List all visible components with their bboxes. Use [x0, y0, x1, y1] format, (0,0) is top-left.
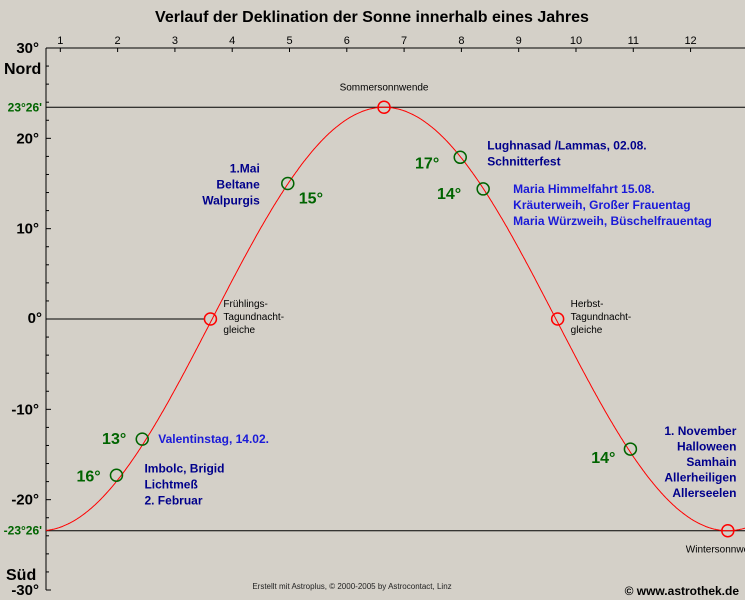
event-label-line: gleiche — [223, 325, 255, 336]
declination-curve — [45, 106, 745, 532]
event-label-line: Halloween — [677, 440, 736, 454]
degree-label: 14° — [591, 450, 615, 467]
degree-label: 13° — [102, 431, 126, 448]
y-tick-label: 30° — [16, 40, 39, 57]
x-tick-label: 11 — [628, 35, 639, 47]
x-tick-label: 10 — [570, 35, 582, 47]
x-ticks: 1 2 3 4 5 6 7 8 9 10 11 12 — [57, 35, 697, 52]
event-marker — [453, 150, 467, 165]
y-tick-label: 20° — [16, 130, 39, 147]
event-label-line: Maria Würzweih, Büschelfrauentag — [513, 214, 712, 228]
event-label-line: Imbolc, Brigid — [144, 461, 224, 475]
copyright-text: © www.astrothek.de — [625, 584, 740, 598]
credit-text: Erstellt mit Astroplus, © 2000-2005 by A… — [252, 582, 451, 591]
x-tick-label: 4 — [229, 35, 235, 47]
reference-lines: 23°26' 0° -23°26' — [4, 100, 745, 538]
event-markers — [109, 100, 735, 538]
y-ticks: 30° 20° 10° -10° -20° -30° — [11, 40, 51, 599]
event-marker — [476, 182, 490, 196]
x-tick-label: 2 — [115, 35, 121, 47]
event-label-line: Tagundnacht- — [571, 312, 632, 323]
event-marker — [623, 442, 638, 456]
x-tick-label: 1 — [57, 35, 63, 47]
event-marker — [721, 523, 735, 538]
event-marker — [109, 468, 124, 483]
x-tick-label: 9 — [516, 35, 522, 47]
chart-title: Verlauf der Deklination der Sonne innerh… — [155, 9, 589, 26]
reference-label: -23°26' — [4, 524, 42, 538]
north-label: Nord — [4, 61, 41, 78]
x-tick-label: 7 — [401, 35, 407, 47]
event-label-line: Wintersonnwende — [686, 545, 745, 556]
event-labels: Frühlings- Tagundnacht-gleiche Sommersonnw… — [76, 82, 745, 555]
event-label-line: Valentinstag, 14.02. — [158, 432, 269, 446]
event-marker — [135, 432, 150, 446]
event-label-line: Lughnasad /Lammas, 02.08. — [487, 138, 646, 152]
x-tick-label: 3 — [172, 35, 178, 47]
reference-label: 23°26' — [8, 100, 42, 114]
event-label-line: 1. November — [664, 424, 736, 438]
reference-label: 0° — [28, 310, 42, 327]
degree-label: 17° — [415, 155, 439, 172]
event-label-line: Kräuterweih, Großer Frauentag — [513, 198, 690, 212]
event-label-line: 1.Mai — [230, 162, 260, 176]
event-label-line: Samhain — [686, 455, 736, 469]
south-label: Süd — [6, 567, 36, 584]
y-tick-label: -30° — [11, 582, 39, 599]
event-label-line: Tagundnacht- — [223, 312, 284, 323]
degree-label: 14° — [437, 186, 461, 203]
event-label-line: Herbst- — [571, 299, 604, 310]
event-marker — [281, 176, 295, 191]
event-label-line: Sommersonnwende — [340, 82, 429, 93]
y-tick-label: -10° — [11, 401, 39, 418]
event-label-line: Walpurgis — [202, 194, 260, 208]
x-tick-label: 8 — [458, 35, 464, 47]
event-label-line: Lichtmeß — [144, 477, 197, 491]
event-label-line: Frühlings- — [223, 299, 267, 310]
event-label-line: Allerseelen — [672, 486, 736, 500]
event-label-line: Schnitterfest — [487, 154, 560, 168]
x-tick-label: 12 — [684, 35, 696, 47]
x-tick-label: 6 — [344, 35, 350, 47]
event-marker — [203, 312, 218, 326]
degree-label: 15° — [299, 191, 323, 208]
event-label-line: Maria Himmelfahrt 15.08. — [513, 182, 654, 196]
y-tick-label: -20° — [11, 492, 39, 509]
x-tick-label: 5 — [286, 35, 292, 47]
y-tick-label: 10° — [16, 221, 39, 238]
event-label-line: Allerheiligen — [664, 471, 736, 485]
event-label-line: Beltane — [216, 178, 260, 192]
event-label-line: gleiche — [571, 325, 603, 336]
event-marker — [550, 312, 565, 326]
event-label-line: 2. Februar — [144, 493, 202, 507]
event-marker — [377, 100, 391, 115]
degree-label: 16° — [76, 468, 100, 485]
